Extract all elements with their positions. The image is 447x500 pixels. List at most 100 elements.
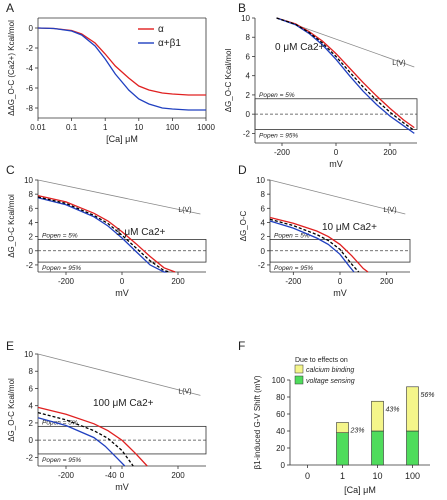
- panel-e-series-line-0: [37, 353, 201, 396]
- panel-c-letter: C: [6, 163, 15, 177]
- panel-b-y-tick-label: 0: [246, 110, 251, 119]
- panel-e-title: 100 μM Ca2+: [93, 398, 154, 409]
- panel-c-popen-low-label: Popen = 5%: [42, 232, 78, 239]
- panel-b-x-tick-label: 0: [334, 148, 339, 157]
- panel-f-percent-label: 23%: [350, 428, 365, 435]
- panel-d-series-line-1: [269, 216, 369, 273]
- panel-b-series-line-2: [276, 17, 415, 134]
- panel-d-y-tick-label: 6: [261, 204, 266, 213]
- panel-c-y-tick-label: 8: [29, 190, 34, 199]
- panel-f-x-tick-label: 10: [372, 471, 382, 481]
- panel-b-series-line-1: [276, 17, 415, 129]
- panel-d-lv-label: L(V): [383, 207, 396, 214]
- panel-e-x-tick-label: 200: [171, 471, 185, 480]
- panel-a-legend-label: α+β1: [158, 38, 181, 49]
- panel-b-letter: B: [238, 1, 246, 15]
- panel-b-y-axis-label: ΔG_O-C Kcal/mol: [224, 48, 233, 112]
- panel-d-y-tick-label: 10: [256, 176, 265, 185]
- panel-d-popen-low-label: Popen = 5%: [274, 232, 310, 239]
- panel-a-x-tick-label: 0.01: [30, 123, 46, 132]
- panel-f-legend-title: Due to effects on: [295, 357, 348, 364]
- panel-e-y-axis-label: ΔG_O-C Kcal/mol: [7, 378, 16, 442]
- panel-f-y-tick-label: 0: [281, 461, 286, 470]
- panel-f-x-tick-label: 100: [405, 471, 420, 481]
- panel-f-bar: [336, 422, 349, 433]
- panel-e-popen-high-label: Popen = 95%: [42, 457, 81, 464]
- panel-a-series-line-1: [37, 27, 206, 111]
- panel-b-y-tick-label: 6: [246, 52, 251, 61]
- panel-c-series-line-1: [37, 194, 176, 273]
- panel-d-y-tick-label: 0: [261, 247, 266, 256]
- panel-b-popen-high-label: Popen = 95%: [259, 133, 298, 140]
- panel-e-y-tick-label: -2: [26, 453, 34, 462]
- panel-f-percent-label: 56%: [421, 392, 435, 399]
- panel-d-letter: D: [238, 163, 247, 177]
- panel-f-bar: [371, 400, 384, 432]
- panel-e-letter: E: [6, 339, 14, 353]
- panel-b-y-tick-label: 10: [241, 14, 250, 23]
- panel-c-y-tick-label: 4: [29, 218, 34, 227]
- panel-e-y-tick-label: 10: [24, 350, 33, 359]
- panel-b-popen-low-label: Popen = 5%: [259, 92, 295, 99]
- panel-e-y-tick-label: 4: [29, 402, 34, 411]
- panel-f-y-tick-label: 80: [276, 393, 285, 402]
- panel-c-x-tick-label: 0: [120, 277, 125, 286]
- panel-d-x-tick-label: 200: [380, 277, 394, 286]
- panel-d-y-axis-label: ΔG_O-C: [239, 210, 248, 241]
- panel-c-popen-high-label: Popen = 95%: [42, 265, 81, 272]
- panel-d-series-line-3: [269, 218, 360, 273]
- panel-e-x-tick-label: -200: [58, 471, 75, 480]
- panel-c-y-tick-label: 0: [29, 247, 34, 256]
- panel-b-x-axis-label: mV: [329, 159, 343, 169]
- panel-f-bar: [371, 430, 384, 466]
- panel-a-y-tick-label: -2: [26, 44, 34, 53]
- panel-f-bar: [406, 430, 419, 466]
- panel-b-x-tick-label: -200: [274, 148, 291, 157]
- panel-f-y-tick-label: 60: [276, 410, 285, 419]
- panel-d-y-tick-label: 8: [261, 190, 266, 199]
- panel-e-x-tick-label: -40: [105, 471, 117, 480]
- panel-b-y-tick-label: 2: [246, 91, 251, 100]
- panel-b-y-tick-label: -2: [243, 129, 251, 138]
- panel-f-y-axis-label: β1-induced G-V Shift (mV): [253, 375, 262, 469]
- panel-c-title: 1 μM Ca2+: [116, 227, 166, 238]
- panel-b-lv-label: L(V): [392, 60, 405, 67]
- panel-a-x-tick-label: 0.1: [66, 123, 78, 132]
- panel-a-y-tick-label: -8: [26, 104, 34, 113]
- panel-d-x-tick-label: 0: [338, 277, 343, 286]
- panel-f-legend-label: calcium binding: [306, 367, 354, 374]
- panel-a-x-tick-label: 1000: [197, 123, 215, 132]
- panel-f-bar: [406, 386, 419, 432]
- panel-e-y-tick-label: 0: [29, 436, 34, 445]
- panel-c-y-tick-label: 10: [24, 176, 33, 185]
- panel-b-y-tick-label: 4: [246, 72, 251, 81]
- panel-a-x-tick-label: 1: [103, 123, 108, 132]
- panel-b-title: 0 μM Ca2+: [275, 42, 325, 53]
- panel-c-series-line-0: [37, 179, 201, 215]
- panel-c-lv-label: L(V): [178, 207, 191, 214]
- panel-f-x-tick-label: 1: [340, 471, 345, 481]
- panel-a-letter: A: [6, 1, 14, 15]
- panel-e-series-line-1: [37, 406, 148, 467]
- panel-f-legend-swatch: [294, 364, 304, 374]
- panel-e-y-tick-label: 8: [29, 367, 34, 376]
- panel-a-y-tick-label: -4: [26, 64, 34, 73]
- panel-d-series-line-0: [269, 179, 406, 215]
- panel-d-x-tick-label: -200: [285, 277, 302, 286]
- panel-c-y-axis-label: ΔG_O-C Kcal/mol: [7, 194, 16, 258]
- panel-a-x-tick-label: 100: [166, 123, 180, 132]
- panel-c-x-tick-label: 200: [171, 277, 185, 286]
- panel-d-x-axis-label: mV: [333, 288, 347, 298]
- panel-f-y-tick-label: 20: [276, 444, 285, 453]
- panel-a-y-tick-label: 0: [29, 24, 34, 33]
- panel-d-title: 10 μM Ca2+: [322, 222, 377, 233]
- panel-c-y-tick-label: 6: [29, 204, 34, 213]
- panel-a-x-axis-label: [Ca] μM: [106, 134, 138, 144]
- panel-e-lv-label: L(V): [178, 388, 191, 395]
- panel-e-x-axis-label: mV: [115, 482, 129, 492]
- panel-f-x-axis-label: [Ca] μM: [344, 485, 376, 495]
- panel-d-series-line-2: [269, 220, 355, 273]
- panel-e-y-tick-label: 2: [29, 419, 34, 428]
- panel-e-series-line-2: [37, 417, 126, 467]
